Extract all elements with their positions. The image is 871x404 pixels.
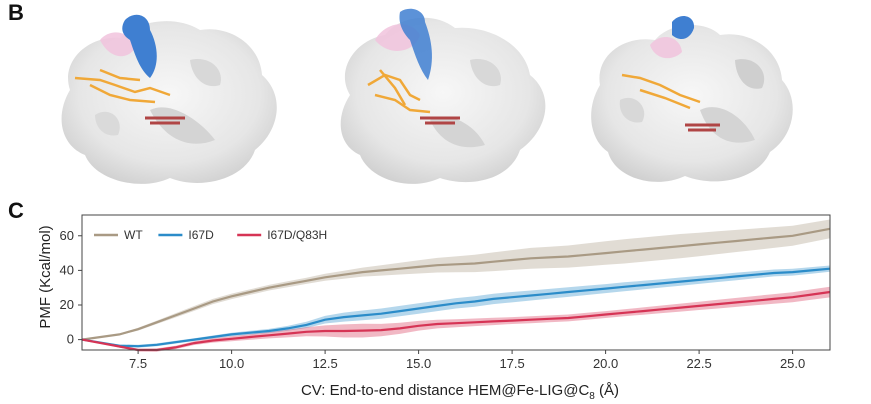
structure-i67d: [340, 8, 546, 184]
y-axis-label: PMF (Kcal/mol): [37, 225, 54, 328]
x-tick-label: 7.5: [129, 356, 147, 371]
series-line-wt: [81, 227, 831, 341]
protein-structures: [61, 8, 793, 184]
series-band-i67d-q83h: [82, 286, 830, 352]
chart-lines: [81, 227, 831, 352]
chart-axes: 7.5 10.0 12.5 15.0 17.5 20.0 22.5 25.0 0 20 40 60: [60, 214, 831, 371]
series-line-i67d: [81, 267, 831, 348]
panel-label-c: C: [8, 198, 24, 223]
pmf-chart: 7.5 10.0 12.5 15.0 17.5 20.0 22.5 25.0 0 20 40 60 W…: [37, 214, 831, 402]
panel-label-b: B: [8, 0, 24, 25]
legend-label: WT: [124, 228, 143, 242]
x-tick-label: 15.0: [406, 356, 431, 371]
plot-frame: [81, 214, 831, 351]
x-tick-label: 22.5: [686, 356, 711, 371]
y-tick-label: 60: [60, 228, 74, 243]
chart-legend: WT I67D I67D/Q83H: [94, 228, 327, 242]
structure-i67d-q83h: [591, 16, 793, 182]
x-tick-label: 20.0: [593, 356, 618, 371]
y-tick-label: 40: [60, 262, 74, 277]
x-axis-label-unit: (Å): [595, 382, 619, 399]
x-tick-label: 17.5: [499, 356, 524, 371]
x-axis-label-main: CV: End-to-end distance HEM@Fe-LIG@C: [301, 382, 590, 399]
structure-wt: [61, 14, 277, 184]
legend-label: I67D/Q83H: [267, 228, 327, 242]
legend-label: I67D: [188, 228, 214, 242]
x-axis-label: CV: End-to-end distance HEM@Fe-LIG@C8 (Å…: [301, 382, 619, 402]
y-tick-label: 20: [60, 297, 74, 312]
series-line-i67d-q83h: [81, 290, 831, 352]
y-tick-label: 0: [67, 332, 74, 347]
x-tick-label: 10.0: [219, 356, 244, 371]
x-axis-label-subscript: 8: [589, 391, 595, 402]
x-tick-label: 12.5: [312, 356, 337, 371]
x-tick-label: 25.0: [780, 356, 805, 371]
